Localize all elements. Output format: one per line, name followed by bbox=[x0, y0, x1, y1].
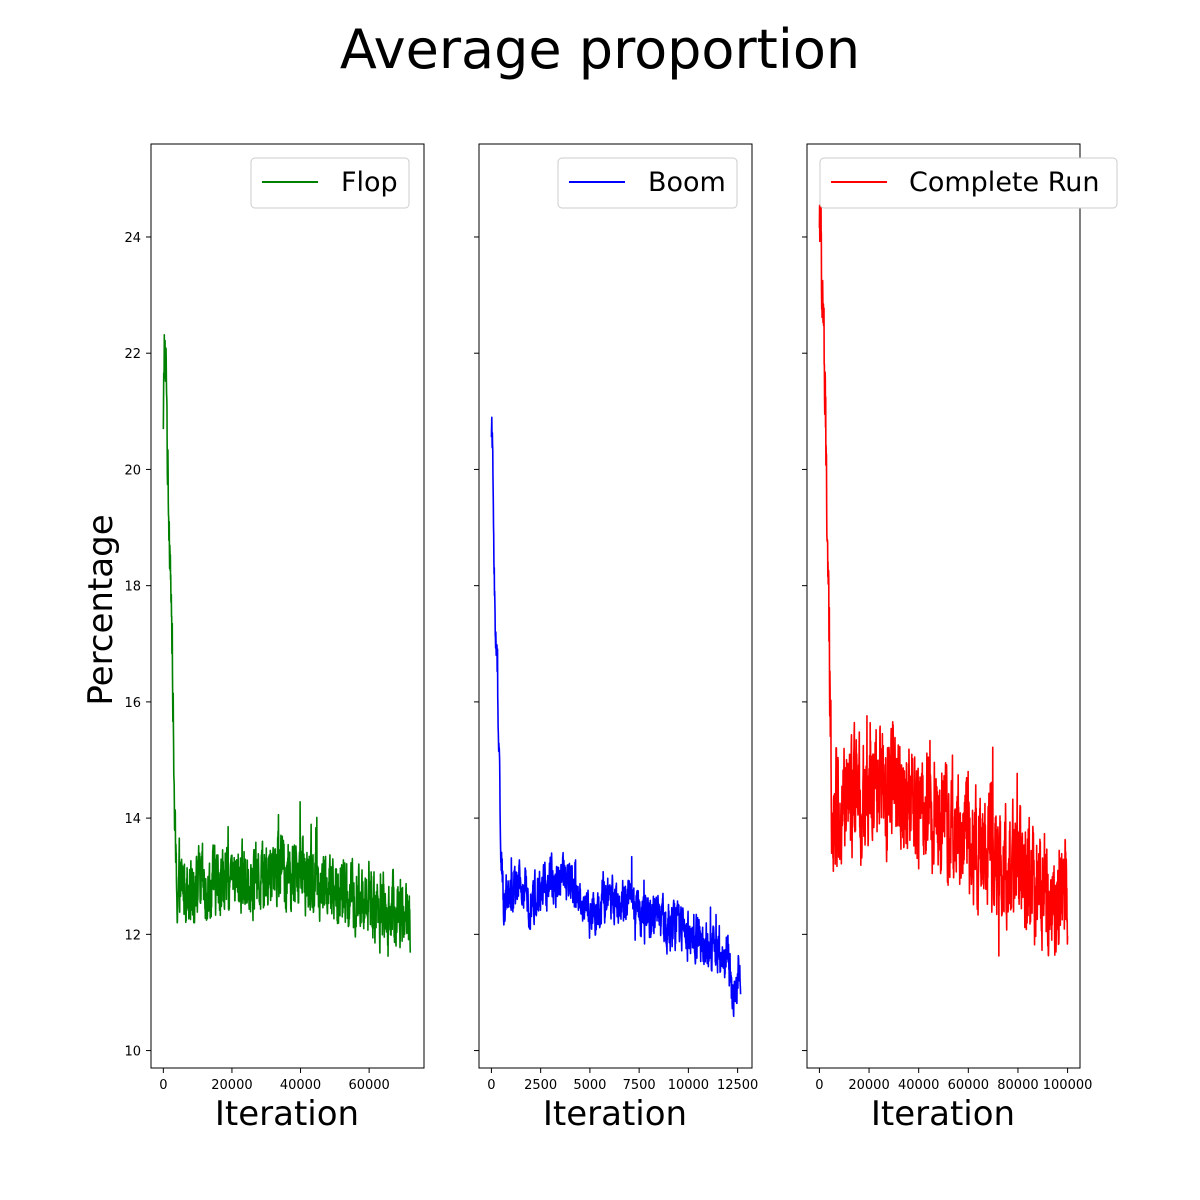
x-tick-label-flop: 20000 bbox=[211, 1078, 252, 1093]
x-tick-label-boom: 12500 bbox=[717, 1078, 758, 1093]
chart-title: Average proportion bbox=[340, 18, 860, 81]
legend-label-flop: Flop bbox=[341, 167, 398, 198]
plot-area-complete-run bbox=[807, 144, 1080, 1068]
x-tick-label-boom: 5000 bbox=[573, 1078, 606, 1093]
series-line-boom bbox=[490, 416, 742, 1018]
x-ticks-flop: 0 20000 40000 60000 bbox=[159, 1068, 390, 1093]
y-tick-label: 24 bbox=[124, 231, 141, 246]
y-tick-label: 16 bbox=[124, 696, 141, 711]
x-axis-label-boom: Iteration bbox=[543, 1094, 687, 1134]
y-tick-label: 12 bbox=[124, 928, 141, 943]
series-line-flop bbox=[162, 333, 412, 957]
x-ticks-boom: 0 2500 5000 7500 10000 12500 bbox=[487, 1068, 758, 1093]
x-tick-label-complete-run: 100000 bbox=[1043, 1078, 1093, 1093]
x-axis-label-complete-run: Iteration bbox=[871, 1094, 1015, 1134]
y-tick-label: 14 bbox=[124, 812, 141, 827]
legend-complete-run: Complete Run bbox=[819, 157, 1118, 209]
axes-frame-flop bbox=[150, 143, 425, 1069]
x-tick-label-boom: 7500 bbox=[623, 1078, 656, 1093]
series-line-complete-run bbox=[818, 166, 1069, 957]
x-tick-label-boom: 2500 bbox=[524, 1078, 557, 1093]
legend-box-flop bbox=[250, 157, 410, 209]
axes-frame-boom bbox=[478, 143, 753, 1069]
y-ticks-complete-run bbox=[802, 236, 807, 1052]
legend-label-boom: Boom bbox=[648, 167, 726, 198]
y-ticks-flop: 10 12 14 16 18 20 22 24 bbox=[124, 231, 151, 1060]
x-tick-label-complete-run: 0 bbox=[815, 1078, 823, 1093]
axes-frame-complete-run bbox=[806, 143, 1081, 1069]
panel-flop: 10 12 14 16 18 20 22 24 0 20000 40000 60000 Iterat… bbox=[124, 143, 425, 1134]
y-axis-label: Percentage bbox=[81, 514, 121, 705]
panel-complete-run: 0 20000 40000 60000 80000 100000 Iteration Co… bbox=[802, 143, 1118, 1134]
x-tick-label-boom: 0 bbox=[487, 1078, 495, 1093]
x-tick-label-complete-run: 60000 bbox=[948, 1078, 989, 1093]
x-ticks-complete-run: 0 20000 40000 60000 80000 100000 bbox=[815, 1068, 1092, 1093]
x-tick-label-complete-run: 20000 bbox=[848, 1078, 889, 1093]
y-tick-label: 20 bbox=[124, 463, 141, 478]
legend-flop: Flop bbox=[250, 157, 410, 209]
legend-boom: Boom bbox=[557, 157, 738, 209]
plot-area-boom bbox=[479, 144, 752, 1068]
legend-box-boom bbox=[557, 157, 738, 209]
x-tick-label-flop: 40000 bbox=[280, 1078, 321, 1093]
x-tick-label-complete-run: 80000 bbox=[997, 1078, 1038, 1093]
x-axis-label-flop: Iteration bbox=[215, 1094, 359, 1134]
x-tick-label-flop: 0 bbox=[159, 1078, 167, 1093]
x-tick-label-flop: 60000 bbox=[348, 1078, 389, 1093]
y-tick-label: 18 bbox=[124, 580, 141, 595]
y-tick-label: 10 bbox=[124, 1045, 141, 1060]
legend-label-complete-run: Complete Run bbox=[909, 167, 1099, 198]
x-tick-label-complete-run: 40000 bbox=[898, 1078, 939, 1093]
panel-boom: 0 2500 5000 7500 10000 12500 Iteration Boom bbox=[474, 143, 758, 1134]
x-tick-label-boom: 10000 bbox=[668, 1078, 709, 1093]
y-ticks-boom bbox=[474, 236, 479, 1052]
legend-box-complete-run bbox=[819, 157, 1118, 209]
y-tick-label: 22 bbox=[124, 347, 141, 362]
